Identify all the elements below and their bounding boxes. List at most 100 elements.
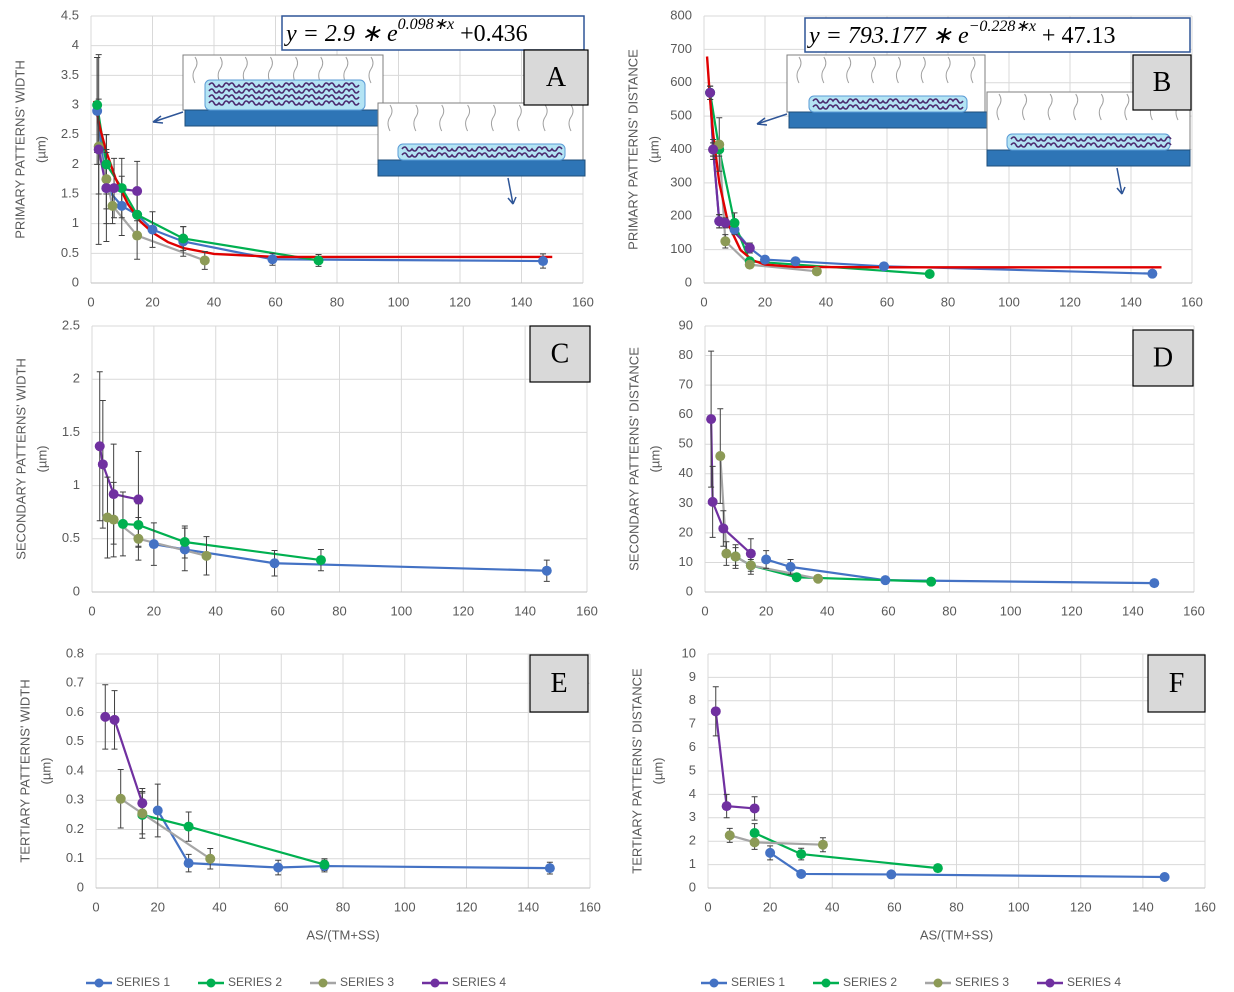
legend-marker	[1046, 979, 1055, 988]
marker	[132, 231, 142, 241]
y-tick-label: 1	[72, 215, 79, 230]
marker	[705, 88, 715, 98]
marker	[933, 863, 943, 873]
marker	[116, 794, 126, 804]
marker	[132, 186, 142, 196]
marker	[314, 255, 324, 265]
marker	[133, 534, 143, 544]
x-tick-label: 20	[147, 603, 161, 618]
x-tick-label: 40	[212, 899, 226, 914]
x-tick-label: 160	[576, 603, 598, 618]
y-tick-label: 4	[689, 786, 696, 801]
x-tick-label: 40	[820, 603, 834, 618]
y-tick-label: 400	[670, 141, 692, 156]
marker	[95, 441, 105, 451]
marker	[109, 489, 119, 499]
equation-base: y = 2.9 ∗ e	[284, 21, 398, 47]
legend-marker	[95, 979, 104, 988]
legend-marker	[710, 979, 719, 988]
x-tick-label: 100	[391, 603, 413, 618]
y-tick-label: 5	[689, 762, 696, 777]
legend-marker	[822, 979, 831, 988]
y-axis-label: PRIMARY PATTERNS' WIDTH	[12, 60, 27, 238]
x-tick-label: 120	[456, 899, 478, 914]
marker	[92, 100, 102, 110]
y-tick-label: 0	[72, 274, 79, 289]
marker	[725, 830, 735, 840]
y-tick-label: 2	[73, 371, 80, 386]
y-tick-label: 300	[670, 174, 692, 189]
marker	[796, 849, 806, 859]
y-tick-label: 0.3	[66, 792, 84, 807]
figure: 00.511.522.533.544.502040608010012014016…	[0, 0, 1234, 992]
marker	[273, 863, 283, 873]
marker	[722, 801, 732, 811]
marker	[746, 560, 756, 570]
series-line	[100, 446, 139, 499]
y-tick-label: 10	[679, 554, 693, 569]
arrow	[508, 178, 516, 204]
y-tick-label: 1	[73, 477, 80, 492]
marker	[812, 266, 822, 276]
legend-marker	[934, 979, 943, 988]
x-tick-label: 120	[1059, 294, 1081, 309]
marker	[721, 549, 731, 559]
y-tick-label: 0	[689, 879, 696, 894]
x-tick-label: 160	[572, 294, 594, 309]
marker	[1149, 578, 1159, 588]
marker	[750, 837, 760, 847]
y-tick-label: 0.5	[62, 530, 80, 545]
marker	[200, 255, 210, 265]
y-tick-label: 0.5	[66, 733, 84, 748]
x-tick-label: 60	[268, 294, 282, 309]
y-axis-label: (µm)	[650, 758, 665, 785]
legend-label: SERIES 1	[116, 975, 170, 989]
series-line	[97, 105, 318, 260]
x-tick-label: 60	[881, 603, 895, 618]
y-tick-label: 70	[679, 377, 693, 392]
series-line	[105, 717, 142, 803]
y-tick-label: 1	[689, 856, 696, 871]
y-tick-label: 2.5	[61, 126, 79, 141]
x-tick-label: 0	[700, 294, 707, 309]
series-line	[766, 559, 1154, 583]
x-tick-label: 100	[388, 294, 410, 309]
x-tick-label: 80	[942, 603, 956, 618]
panel-label: A	[546, 62, 567, 93]
legend-label: SERIES 1	[731, 975, 785, 989]
y-tick-label: 0.2	[66, 821, 84, 836]
y-tick-label: 600	[670, 74, 692, 89]
marker	[109, 515, 119, 525]
x-tick-label: 40	[207, 294, 221, 309]
marker	[149, 539, 159, 549]
marker	[731, 552, 741, 562]
marker	[148, 225, 158, 235]
y-tick-label: 0.8	[66, 645, 84, 660]
y-tick-label: 0	[685, 274, 692, 289]
substrate	[987, 150, 1190, 166]
x-tick-label: 40	[209, 603, 223, 618]
marker	[796, 869, 806, 879]
y-tick-label: 7	[689, 716, 696, 731]
y-tick-label: 60	[679, 406, 693, 421]
marker	[137, 808, 147, 818]
y-tick-label: 3	[689, 809, 696, 824]
marker	[101, 159, 111, 169]
marker	[538, 256, 548, 266]
series-line	[154, 544, 547, 571]
legend-label: SERIES 3	[955, 975, 1009, 989]
x-tick-label: 20	[758, 294, 772, 309]
y-tick-label: 50	[679, 436, 693, 451]
panel-label: C	[551, 338, 570, 369]
y-tick-label: 80	[679, 347, 693, 362]
x-tick-label: 140	[517, 899, 539, 914]
marker	[792, 572, 802, 582]
marker	[880, 575, 890, 585]
marker	[108, 201, 118, 211]
x-tick-label: 120	[1070, 899, 1092, 914]
marker	[720, 218, 730, 228]
y-tick-label: 8	[689, 692, 696, 707]
marker	[319, 860, 329, 870]
series-line	[716, 711, 755, 808]
marker	[745, 243, 755, 253]
